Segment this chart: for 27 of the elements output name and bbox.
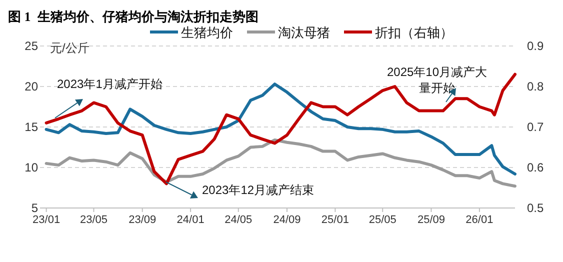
x-tick-label: 23/05	[80, 214, 108, 226]
x-tick-label: 24/05	[224, 214, 252, 226]
x-tick-label: 26/01	[466, 214, 494, 226]
x-tick-label: 23/09	[128, 214, 156, 226]
y-tick-label: 20	[24, 80, 38, 94]
y2-tick-label: 0.7	[527, 120, 544, 134]
x-tick-label: 25/05	[368, 214, 396, 226]
chart-title: 图 1 生猪均价、仔猪均价与淘汰折扣走势图	[8, 9, 258, 24]
annotation: 2023年1月减产开始	[57, 77, 162, 91]
y2-tick-label: 0.6	[527, 160, 544, 174]
y2-tick-label: 0.9	[527, 39, 544, 53]
x-tick-label: 25/09	[417, 214, 445, 226]
y-axis-title: 元/公斤	[50, 41, 90, 55]
x-tick-label: 24/01	[176, 214, 204, 226]
y2-tick-label: 0.8	[527, 80, 544, 94]
legend-label: 折扣（右轴）	[375, 25, 453, 40]
x-tick-label: 25/01	[321, 214, 349, 226]
y-tick-label: 10	[24, 160, 38, 174]
legend-label: 生猪均价	[181, 25, 233, 40]
y-tick-label: 25	[24, 39, 38, 53]
x-tick-label: 23/01	[32, 214, 60, 226]
y2-tick-label: 0.5	[527, 201, 544, 215]
annotation: 2023年12月减产结束	[202, 183, 314, 197]
y-tick-label: 15	[24, 120, 38, 134]
y-tick-label: 5	[31, 201, 38, 215]
x-tick-label: 24/09	[273, 214, 301, 226]
legend-label: 淘汰母猪	[278, 25, 330, 40]
